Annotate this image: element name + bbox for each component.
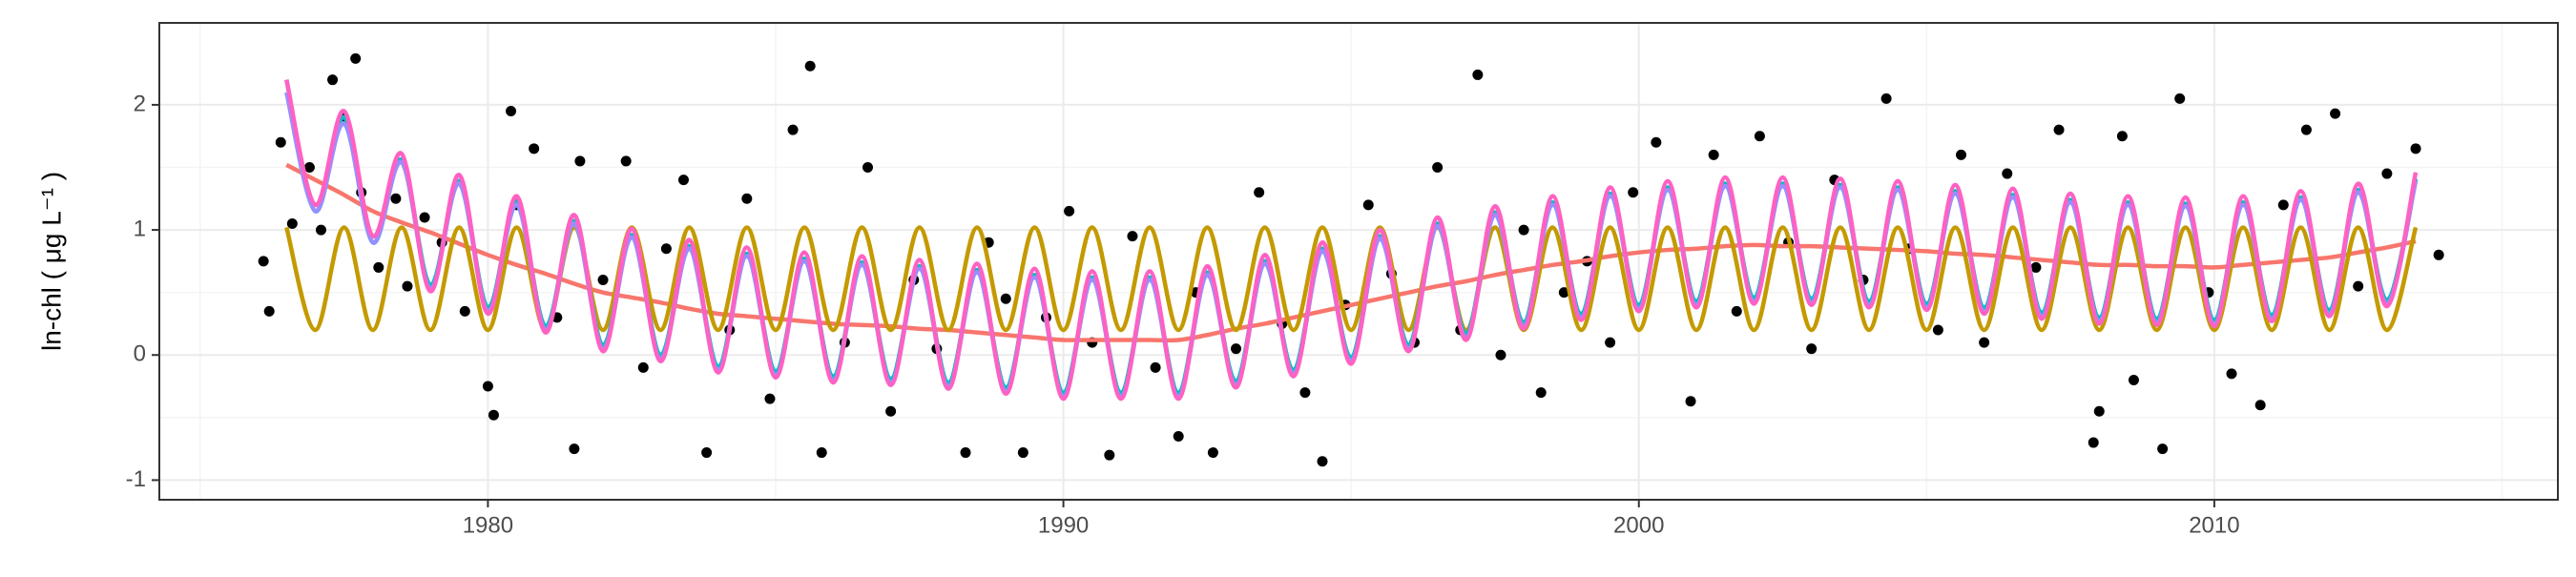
panel-border: [158, 22, 2559, 501]
data-point: [2226, 368, 2237, 380]
data-point: [1956, 149, 1967, 160]
data-point: [529, 143, 540, 155]
y-tick-label: 0: [134, 341, 146, 367]
data-point: [620, 155, 632, 167]
data-point: [741, 193, 753, 204]
y-tick-label: 1: [134, 216, 146, 241]
data-point: [574, 155, 586, 167]
data-point: [2002, 168, 2013, 179]
data-point: [787, 124, 799, 135]
data-point: [2381, 168, 2393, 179]
data-point: [597, 275, 609, 286]
data-point: [1127, 231, 1138, 242]
data-point: [1605, 337, 1616, 348]
panel: [159, 23, 2558, 500]
data-point: [1495, 349, 1506, 361]
y-tick-label: -1: [126, 466, 146, 492]
data-point: [482, 381, 493, 392]
data-point: [1708, 149, 1719, 160]
data-point: [459, 305, 470, 317]
data-point: [2030, 261, 2042, 273]
data-point: [804, 60, 816, 72]
data-point: [1432, 161, 1444, 173]
data-point: [315, 224, 326, 236]
data-point: [1231, 343, 1242, 355]
data-point: [303, 161, 315, 173]
data-point: [488, 409, 499, 421]
data-point: [2116, 131, 2128, 142]
data-point: [275, 136, 286, 148]
data-point: [1299, 387, 1311, 399]
data-point: [350, 52, 362, 64]
data-point: [1880, 93, 1892, 104]
data-point: [2093, 405, 2105, 417]
data-point: [885, 405, 897, 417]
data-point: [1979, 337, 1990, 348]
data-point: [660, 243, 672, 255]
data-point: [1000, 293, 1011, 304]
data-point: [1558, 287, 1569, 299]
x-tick-label: 2010: [2189, 512, 2239, 538]
data-point: [2088, 437, 2099, 448]
data-point: [1518, 224, 1529, 236]
data-point: [506, 105, 517, 116]
data-point: [2330, 108, 2341, 119]
data-point: [1685, 396, 1696, 407]
data-point: [2053, 124, 2065, 135]
data-point: [1254, 187, 1265, 198]
data-point: [677, 175, 689, 186]
data-point: [1362, 199, 1374, 211]
data-point: [2353, 280, 2364, 292]
data-point: [1731, 305, 1742, 317]
data-point: [263, 305, 275, 317]
data-point: [2174, 93, 2186, 104]
data-point: [2254, 400, 2266, 411]
series-line: [285, 162, 2417, 343]
data-point: [1017, 447, 1028, 459]
data-point: [1651, 136, 1662, 148]
data-point: [862, 161, 873, 173]
data-point: [816, 447, 827, 459]
y-tick-label: 2: [134, 91, 146, 116]
data-point: [2157, 443, 2169, 455]
data-point: [960, 447, 971, 459]
data-point: [402, 280, 413, 292]
data-point: [258, 256, 269, 267]
x-tick-label: 2000: [1613, 512, 1664, 538]
data-point: [701, 447, 713, 459]
y-axis-label: ln-chl ( μg L⁻¹ ): [36, 172, 66, 351]
x-tick-label: 1980: [463, 512, 513, 538]
data-point: [390, 193, 402, 204]
data-point: [637, 361, 649, 373]
data-point: [569, 443, 580, 455]
marks: [258, 52, 2444, 467]
data-point: [1628, 187, 1639, 198]
data-point: [419, 212, 430, 223]
data-point: [327, 74, 339, 86]
data-point: [1150, 361, 1161, 373]
data-point: [2128, 374, 2139, 385]
data-point: [2277, 199, 2289, 211]
data-point: [1064, 205, 1075, 216]
data-point: [1317, 456, 1328, 467]
data-point: [373, 261, 384, 273]
data-point: [1535, 387, 1547, 399]
data-point: [286, 218, 298, 230]
data-point: [1104, 449, 1115, 461]
grid: [159, 23, 2558, 500]
x-tick-label: 1990: [1038, 512, 1089, 538]
data-point: [764, 393, 776, 404]
data-point: [2410, 143, 2421, 155]
data-point: [1207, 447, 1218, 459]
data-point: [1932, 324, 1943, 336]
data-point: [1472, 69, 1484, 80]
data-point: [1173, 430, 1184, 442]
data-point: [2433, 249, 2444, 260]
series-line: [284, 79, 2419, 402]
data-point: [1806, 343, 1818, 355]
data-point: [2300, 124, 2312, 135]
data-point: [1754, 131, 1765, 142]
